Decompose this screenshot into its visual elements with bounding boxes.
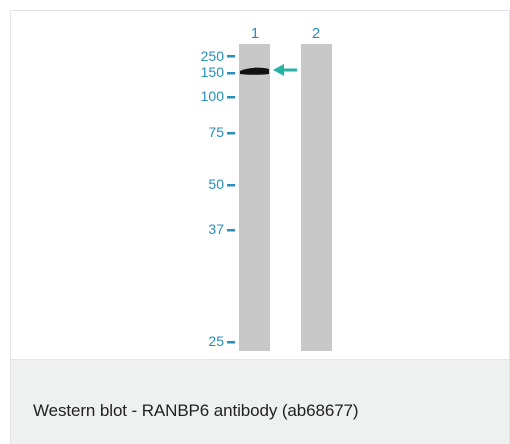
mw-tick-150	[227, 72, 235, 75]
blot-svg: 1 2 250 150 100 75 50	[201, 25, 332, 351]
mw-tick-100	[227, 96, 235, 99]
mw-tick-50	[227, 184, 235, 187]
lane-label-1: 1	[251, 25, 259, 42]
image-card: 1 2 250 150 100 75 50	[10, 10, 510, 444]
mw-label-250: 250	[201, 48, 225, 64]
mw-tick-37	[227, 229, 235, 232]
protein-band	[240, 67, 269, 75]
image-caption: Western blot - RANBP6 antibody (ab68677)	[33, 401, 359, 420]
mw-label-75: 75	[208, 124, 224, 140]
mw-tick-250	[227, 55, 235, 58]
mw-ladder: 250 150 100 75 50 37 25	[201, 48, 235, 349]
lane-1	[239, 44, 270, 351]
arrow-icon	[273, 64, 297, 76]
mw-label-37: 37	[208, 221, 224, 237]
mw-tick-25	[227, 341, 235, 344]
lane-2	[301, 44, 332, 351]
mw-tick-75	[227, 132, 235, 135]
mw-label-25: 25	[208, 333, 224, 349]
mw-label-150: 150	[201, 64, 225, 80]
lane-label-2: 2	[312, 25, 320, 42]
western-blot-figure[interactable]: 1 2 250 150 100 75 50	[11, 11, 509, 359]
caption-bar: Western blot - RANBP6 antibody (ab68677)	[11, 359, 509, 444]
mw-label-100: 100	[201, 88, 225, 104]
mw-label-50: 50	[208, 176, 224, 192]
